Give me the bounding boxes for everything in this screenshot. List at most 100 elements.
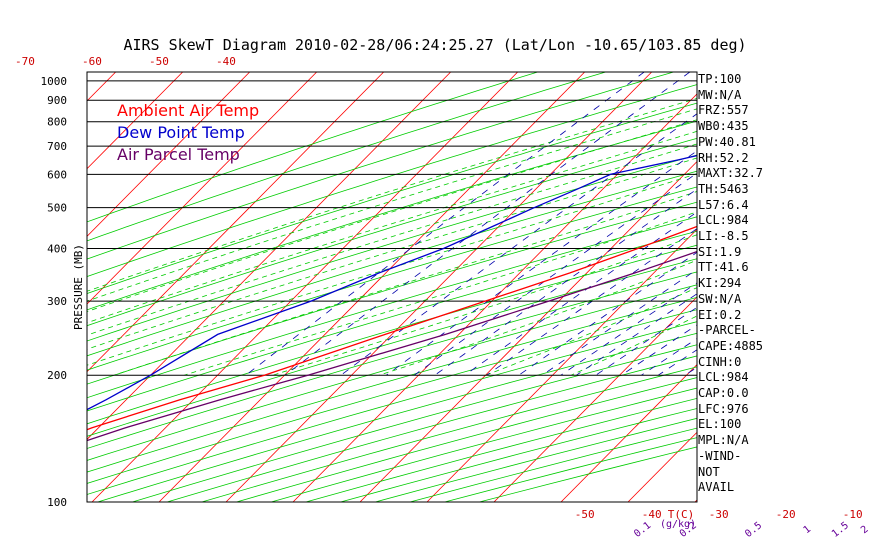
dry-adiabat-line xyxy=(87,258,697,437)
moist-adiabat-line xyxy=(184,211,697,376)
top-temp-tick: -60 xyxy=(82,55,102,68)
dry-adiabat-line xyxy=(87,244,697,425)
stat-line: TP:100 xyxy=(698,72,742,86)
stat-line: CAP:0.0 xyxy=(698,386,749,401)
dry-adiabat-line xyxy=(479,446,697,502)
dry-adiabat-line xyxy=(87,72,606,242)
moist-adiabat-line xyxy=(87,157,697,350)
legend: Ambient Air Temp Dew Point Temp Air Parcel… xyxy=(117,101,259,164)
top-temp-tick: -50 xyxy=(149,55,169,68)
stat-line: RH:52.2 xyxy=(698,150,749,165)
isotherm-line xyxy=(225,72,652,502)
mixing-ratio-unit: (g/kg) xyxy=(660,519,696,530)
pressure-tick-label: 800 xyxy=(47,116,67,129)
stat-line: FRZ:557 xyxy=(698,103,749,118)
stat-line: -PARCEL- xyxy=(698,323,756,338)
pressure-tick-label: 1000 xyxy=(41,75,68,88)
stats-panel: TP:100 MW:N/A FRZ:557 WB0:435 PW:40.81 RH:52.… xyxy=(698,72,763,496)
isotherm-line xyxy=(292,93,697,502)
moist-adiabat-line xyxy=(87,173,697,366)
dry-adiabat-line xyxy=(87,154,697,342)
mixing-ratio-line xyxy=(284,72,691,376)
dry-adiabat-line xyxy=(87,201,697,385)
moist-adiabat-line xyxy=(113,191,697,376)
moist-adiabat-line xyxy=(485,287,697,376)
pressure-tick-label: 200 xyxy=(47,369,67,382)
moist-adiabat-line xyxy=(272,234,697,376)
y-axis-label: PRESSURE (MB) xyxy=(72,244,85,330)
isotherm-line xyxy=(87,72,317,305)
mixing-ratio-line xyxy=(464,211,697,376)
stat-line: LCL:984 xyxy=(698,370,749,385)
stat-line: EL:100 xyxy=(698,417,742,432)
top-temp-tick: -70 xyxy=(15,55,35,68)
dry-adiabat-line xyxy=(271,387,697,502)
pressure-tick-label: 400 xyxy=(47,242,67,255)
dew-point-temp-line xyxy=(87,154,697,411)
isotherm-line xyxy=(87,72,183,170)
dry-adiabat-line xyxy=(87,271,697,449)
pressure-tick-label: 900 xyxy=(47,94,67,107)
mixing-ratio-label: 1 xyxy=(802,524,814,536)
stat-line: -WIND- xyxy=(698,448,742,463)
stat-line: EI:0.2 xyxy=(698,307,742,322)
mixing-ratio-line xyxy=(386,150,697,376)
temp-unit-label: T(C) xyxy=(668,508,695,521)
mixing-ratio-label: 0.5 xyxy=(743,520,764,540)
dry-adiabat-line xyxy=(87,186,697,371)
dry-adiabat-line xyxy=(87,102,697,294)
stat-line: TT:41.6 xyxy=(698,260,749,275)
mixing-ratio-lines xyxy=(245,72,697,376)
stat-line: CINH:0 xyxy=(698,354,742,369)
dry-adiabat-line xyxy=(87,170,697,357)
legend-entry: Dew Point Temp xyxy=(117,123,245,142)
dry-adiabat-line xyxy=(87,309,697,484)
isotherm-line xyxy=(829,72,870,502)
stat-line: PW:40.81 xyxy=(698,134,756,149)
moist-adiabat-line xyxy=(87,143,697,336)
pressure-tick-label: 300 xyxy=(47,295,67,308)
plot-border xyxy=(86,71,698,503)
isotherm-line xyxy=(0,72,49,502)
ambient-air-temp-line xyxy=(87,225,697,431)
dry-adiabat-line xyxy=(87,284,697,461)
bottom-temp-tick: -20 xyxy=(776,508,796,521)
moist-adiabat-line xyxy=(87,119,697,312)
chart-title: AIRS SkewT Diagram 2010-02-28/06:24:25.2… xyxy=(123,36,747,54)
bottom-temp-tick: -40 xyxy=(642,508,662,521)
isotherm-line xyxy=(87,72,250,237)
dry-adiabat-line xyxy=(236,377,697,502)
pressure-tick-label: 100 xyxy=(47,496,67,509)
pressure-tick-label: 600 xyxy=(47,168,67,181)
legend-entry: Ambient Air Temp xyxy=(117,101,259,120)
dry-adiabat-line xyxy=(87,137,697,327)
moist-adiabat-line xyxy=(379,259,697,376)
mixing-ratio-line xyxy=(518,251,697,376)
dry-adiabat-line xyxy=(444,437,697,502)
mixing-ratio-label: 1.5 xyxy=(830,520,851,540)
stat-line: MAXT:32.7 xyxy=(698,166,764,181)
stat-line: SI:1.9 xyxy=(698,244,742,259)
stat-line: TH:5463 xyxy=(698,181,749,196)
stat-line: LFC:976 xyxy=(698,401,749,416)
stat-line: LI:-8.5 xyxy=(698,229,749,244)
plot-frame xyxy=(86,71,698,503)
dry-adiabat-line xyxy=(87,72,538,223)
isotherm-line xyxy=(762,72,870,502)
mixing-ratio-line xyxy=(245,72,645,376)
stat-line: NOT xyxy=(698,464,720,479)
stat-line: MPL:N/A xyxy=(698,433,749,448)
bottom-temp-tick: -30 xyxy=(709,508,729,521)
dry-adiabat-line xyxy=(87,120,697,311)
dry-adiabat-line xyxy=(87,72,674,260)
bottom-temp-tick: -50 xyxy=(575,508,595,521)
dry-adiabat-line xyxy=(87,84,697,278)
stat-line: SW:N/A xyxy=(698,291,742,306)
stat-line: KI:294 xyxy=(698,276,742,291)
mixing-ratio-line xyxy=(486,228,697,376)
dry-adiabat-line xyxy=(375,417,697,502)
air-parcel-temp-line xyxy=(87,250,697,442)
isotherm-line xyxy=(560,364,697,502)
top-temp-tick: -40 xyxy=(216,55,236,68)
